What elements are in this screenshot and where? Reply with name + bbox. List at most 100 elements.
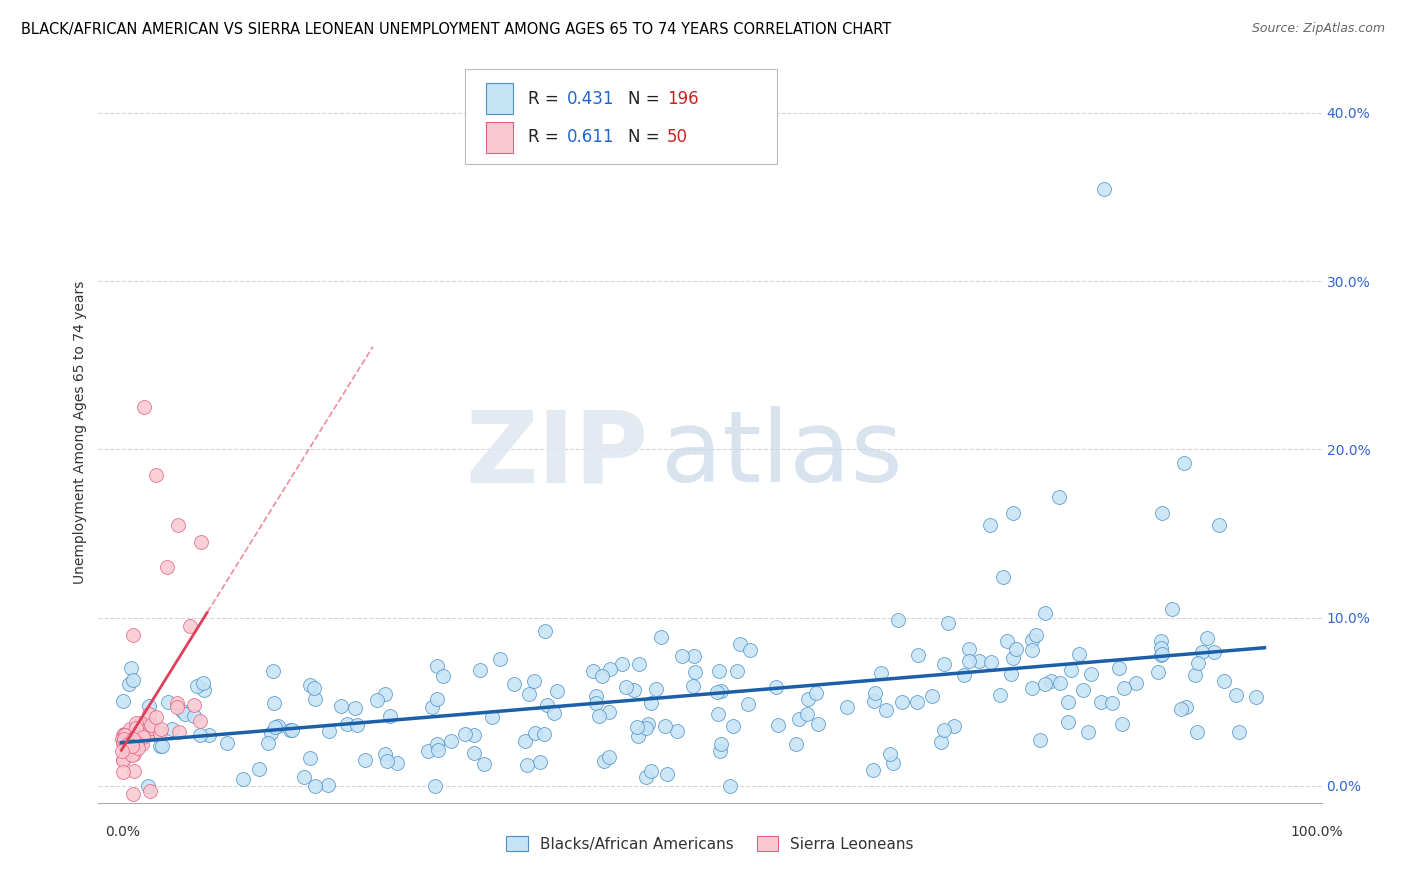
Point [650,631,672,645]
Point [932,723,955,738]
Point [463,728,485,742]
Point [166,696,188,710]
Text: 0.611: 0.611 [567,128,614,146]
Point [1033,677,1056,691]
Point [979,518,1001,533]
Point [516,758,538,772]
Point [967,655,990,669]
Point [671,649,693,664]
Text: 0.431: 0.431 [567,90,614,108]
Point [122,764,145,778]
Point [304,691,326,706]
Point [111,728,134,742]
Point [804,686,827,700]
Point [879,747,901,761]
Point [112,732,135,747]
Point [957,654,980,668]
Point [118,734,141,748]
FancyBboxPatch shape [486,121,513,153]
Point [585,696,607,710]
Point [870,666,893,681]
Point [121,731,143,746]
Point [197,728,219,742]
Text: R =: R = [527,128,564,146]
Point [585,689,607,703]
Point [145,467,167,482]
Point [710,737,733,751]
Point [418,744,440,758]
Point [426,692,449,706]
Point [138,699,160,714]
Point [533,624,555,639]
Point [1004,642,1026,657]
Text: 100.0%: 100.0% [1291,825,1343,839]
Point [980,655,1002,669]
Legend: Blacks/African Americans, Sierra Leoneans: Blacks/African Americans, Sierra Leonean… [501,830,920,858]
Point [1125,676,1147,690]
Point [127,740,149,755]
Point [112,750,135,764]
Point [138,707,160,722]
Point [1090,695,1112,709]
Point [599,662,621,676]
Point [1039,673,1062,688]
Point [378,709,401,723]
Point [127,736,149,750]
Text: atlas: atlas [661,407,903,503]
Point [1111,716,1133,731]
Point [190,535,212,549]
Point [519,687,541,701]
Point [149,739,172,754]
Point [115,730,138,744]
Point [891,695,914,709]
Point [835,700,858,714]
Point [139,716,162,731]
Point [1170,702,1192,716]
Point [1244,690,1267,704]
Point [707,706,730,721]
Point [188,714,211,728]
Point [921,689,943,703]
Point [262,664,284,678]
Point [627,657,650,671]
Point [489,652,512,666]
Point [298,751,321,765]
Point [1150,507,1173,521]
Point [256,736,278,750]
Point [1029,733,1052,747]
Point [263,696,285,710]
Point [1077,725,1099,739]
Point [523,673,546,688]
Point [472,757,495,772]
Point [423,779,446,793]
Point [875,703,897,717]
Point [387,756,409,770]
Point [118,723,141,737]
Point [115,739,138,753]
Point [536,698,558,713]
Point [131,728,153,742]
Point [907,648,929,662]
Point [1146,665,1168,679]
Point [1001,507,1024,521]
Point [682,679,704,693]
Point [463,746,485,760]
Point [993,570,1015,584]
Point [623,682,645,697]
Point [125,721,148,735]
Point [129,715,152,730]
Point [118,736,141,750]
Point [114,728,136,742]
Point [634,721,657,735]
Text: ZIP: ZIP [465,407,648,503]
Point [247,762,270,776]
Point [117,737,139,751]
Point [683,648,706,663]
Point [523,726,546,740]
Point [344,701,367,715]
Point [121,747,143,762]
Point [299,678,322,692]
Point [318,723,340,738]
Point [710,683,733,698]
Point [627,729,650,743]
